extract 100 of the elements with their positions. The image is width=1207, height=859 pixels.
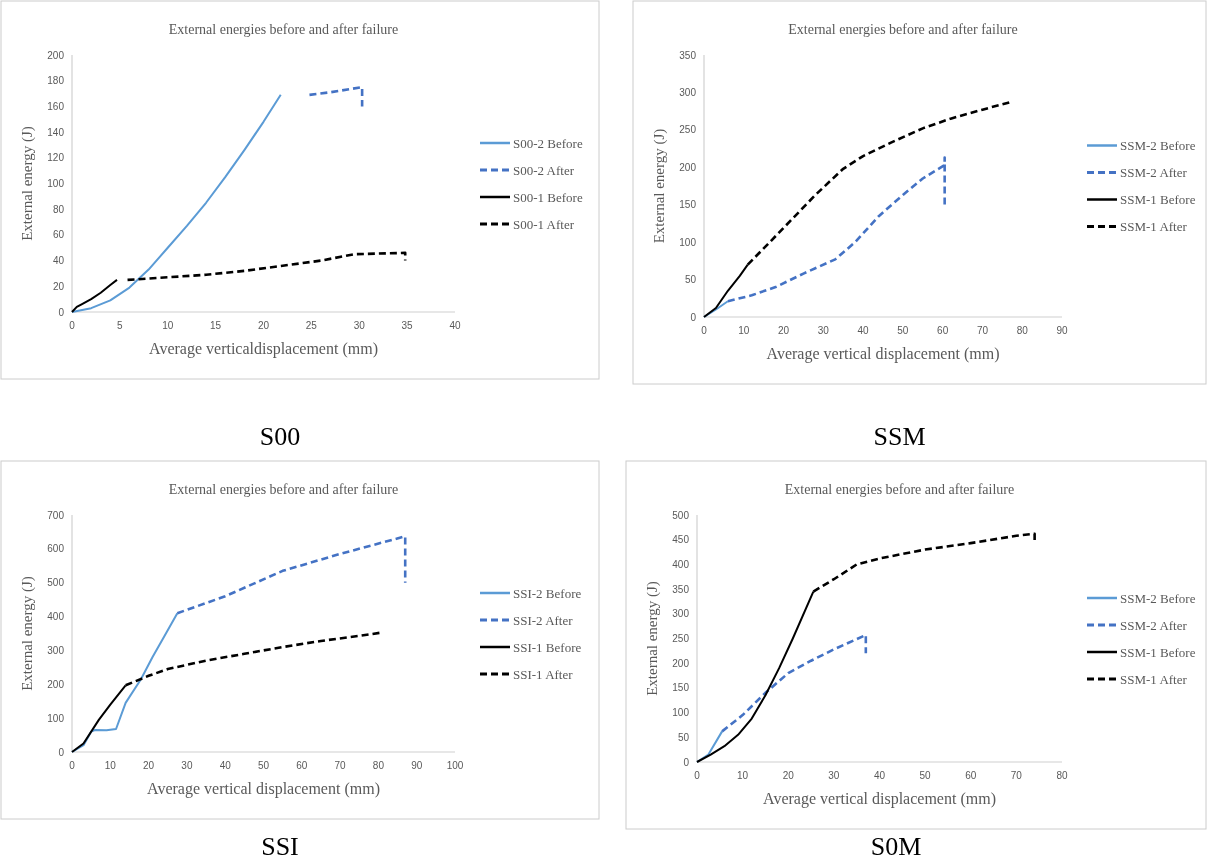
x-tick-label: 10	[737, 770, 749, 781]
y-tick-label: 140	[47, 126, 65, 138]
y-tick-label: 300	[47, 644, 65, 656]
x-tick-label: 20	[782, 770, 795, 781]
x-tick-label: 40	[219, 760, 232, 771]
y-tick-label: 300	[672, 608, 690, 620]
x-tick-label: 60	[965, 770, 977, 781]
x-tick-label: 90	[1056, 325, 1068, 336]
y-tick-label: 50	[677, 731, 690, 743]
x-tick-label: 80	[1056, 770, 1068, 781]
x-tick-label: 30	[181, 760, 193, 771]
legend-label: SSM-1 Before	[1120, 644, 1196, 660]
legend-label: SSI-2 Before	[513, 585, 582, 601]
x-tick-label: 40	[873, 770, 886, 781]
y-tick-label: 400	[47, 611, 65, 623]
x-tick-label: 0	[701, 325, 708, 336]
y-tick-label: 180	[47, 75, 65, 87]
x-tick-label: 10	[104, 760, 117, 771]
line-series	[176, 535, 407, 615]
chart-title: External energies before and after failure	[784, 482, 1015, 497]
y-tick-label: 160	[47, 100, 65, 112]
chart-title: External energies before and after failure	[788, 22, 1018, 37]
y-tick-label: 350	[672, 583, 690, 595]
x-tick-label: 70	[334, 760, 347, 771]
y-tick-label: 0	[690, 311, 697, 323]
x-tick-label: 0	[69, 760, 76, 771]
legend-label: S00-1 After	[513, 216, 575, 232]
x-axis-title: Average vertical displacement (mm)	[766, 345, 1000, 363]
x-tick-label: 80	[372, 760, 385, 771]
x-tick-label: 10	[738, 325, 750, 336]
line-series	[726, 156, 946, 303]
legend-label: SSI-1 After	[513, 666, 574, 682]
legend-label: S00-2 Before	[513, 135, 583, 151]
legend-label: SSM-2 After	[1120, 165, 1188, 180]
text: SSM	[873, 422, 926, 451]
y-tick-label: 700	[47, 509, 65, 521]
x-axis-title: Average vertical displacement (mm)	[147, 780, 380, 798]
y-tick-label: 50	[684, 274, 697, 286]
x-tick-label: 30	[817, 325, 830, 336]
legend-label: SSM-1 After	[1120, 219, 1188, 234]
y-tick-label: 0	[58, 746, 65, 758]
x-tick-label: 35	[401, 320, 414, 331]
line-series	[71, 93, 282, 313]
y-tick-label: 120	[47, 152, 65, 164]
line-series	[71, 612, 179, 753]
x-tick-label: 20	[257, 320, 270, 331]
legend-label: SSM-1 Before	[1120, 192, 1196, 207]
legend-label: S00-2 After	[513, 162, 575, 178]
x-tick-label: 5	[117, 320, 124, 331]
x-axis-title: Average vertical displacement (mm)	[763, 790, 996, 808]
x-tick-label: 100	[446, 760, 464, 771]
y-tick-label: 200	[672, 657, 690, 669]
legend-label: SSM-1 After	[1120, 671, 1188, 687]
y-tick-label: 200	[679, 161, 697, 173]
y-axis-title: External energy (J)	[644, 581, 661, 696]
legend-label: SSM-2 After	[1120, 617, 1188, 633]
line-series	[71, 278, 118, 313]
line-series	[126, 251, 407, 282]
y-axis-title: External energy (J)	[19, 126, 36, 241]
legend-label: SSM-2 Before	[1120, 138, 1196, 153]
line-series	[308, 85, 364, 108]
x-tick-label: 30	[353, 320, 366, 331]
y-tick-label: 450	[672, 534, 690, 546]
x-tick-label: 40	[857, 325, 870, 336]
y-tick-label: 150	[679, 199, 697, 211]
y-tick-label: 60	[52, 229, 65, 241]
chart-title: External energies before and after failure	[168, 482, 399, 497]
x-tick-label: 20	[777, 325, 790, 336]
legend-label: SSM-2 Before	[1120, 590, 1196, 606]
y-tick-label: 100	[679, 236, 697, 248]
x-tick-label: 50	[919, 770, 932, 781]
line-series	[720, 633, 868, 733]
x-axis-title: Average verticaldisplacement (mm)	[149, 340, 378, 358]
x-tick-label: 40	[449, 320, 461, 331]
x-tick-label: 50	[897, 325, 909, 336]
legend-label: SSI-1 Before	[513, 639, 582, 655]
text: S00	[259, 422, 301, 451]
y-tick-label: 200	[47, 49, 65, 61]
y-tick-label: 300	[679, 86, 697, 98]
chart-title: External energies before and after failure	[168, 22, 399, 37]
y-tick-label: 500	[672, 509, 690, 521]
y-tick-label: 350	[679, 49, 697, 61]
legend-label: S00-1 Before	[513, 189, 583, 205]
y-tick-label: 150	[672, 682, 690, 694]
y-tick-label: 100	[47, 178, 65, 189]
y-tick-label: 600	[47, 543, 65, 555]
x-tick-label: 0	[69, 320, 76, 331]
x-tick-label: 70	[976, 325, 989, 336]
x-tick-label: 25	[305, 320, 318, 331]
x-tick-label: 30	[828, 770, 840, 781]
text: SSI	[261, 832, 299, 859]
y-tick-label: 20	[52, 280, 65, 292]
x-tick-label: 20	[143, 760, 155, 771]
y-axis-title: External energy (J)	[19, 576, 36, 691]
y-tick-label: 250	[679, 124, 697, 136]
y-tick-label: 40	[52, 255, 65, 267]
text: S0M	[870, 832, 922, 859]
y-tick-label: 200	[47, 678, 65, 690]
x-tick-label: 70	[1010, 770, 1023, 781]
x-tick-label: 60	[937, 325, 949, 336]
